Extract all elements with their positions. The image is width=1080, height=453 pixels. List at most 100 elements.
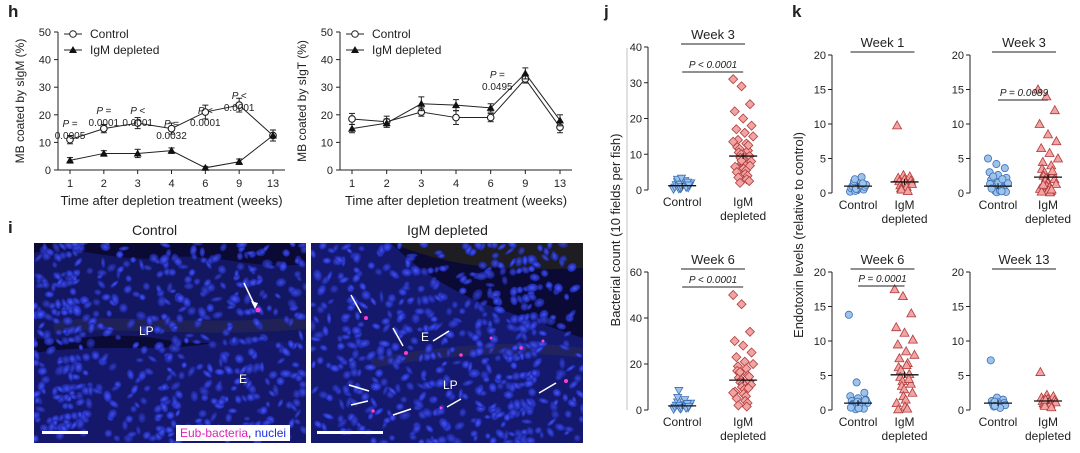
k-week6-point xyxy=(891,397,902,408)
j-week6-point xyxy=(738,340,749,351)
micrograph-control: LP E xyxy=(34,243,306,443)
h-right-point-control xyxy=(348,115,356,123)
k-week13-ytick-label: 10 xyxy=(952,336,964,348)
j-week3-point xyxy=(744,99,756,110)
k-week6-point xyxy=(897,290,909,301)
k-week6-point xyxy=(852,378,861,387)
h-left-xtick-label: 1 xyxy=(67,178,73,190)
h-left-pvalue: P = xyxy=(164,119,179,130)
j-week3-point xyxy=(728,136,739,147)
h-left-point-igm xyxy=(235,157,244,165)
k-week3-point xyxy=(1000,164,1009,173)
k-week3-point xyxy=(1038,179,1049,189)
k-week3-point xyxy=(1052,153,1064,163)
h-left-legend-igm: IgM depleted xyxy=(90,43,159,57)
j-week3-point xyxy=(744,160,756,171)
h-left-point-igm xyxy=(66,156,74,164)
j-week3-ytick-label: 20 xyxy=(630,114,642,126)
k-week6-ytick-label: 5 xyxy=(820,371,826,383)
j-week6-point xyxy=(734,366,746,378)
h-right-legend-marker xyxy=(351,46,359,53)
h-left-xtick-label: 13 xyxy=(267,178,279,190)
k-week1-ytick-label: 15 xyxy=(814,85,826,97)
k-week1-point xyxy=(891,120,903,130)
j-week3-xcat-depleted: depleted xyxy=(720,209,766,223)
label-lp-igm: LP xyxy=(443,378,458,392)
h-right-legend-control: Control xyxy=(372,27,411,41)
h-right-ylabel: MB coated by sIgT (%) xyxy=(295,40,309,162)
k-week3-point xyxy=(1051,135,1062,146)
k-week3-point xyxy=(1034,118,1045,128)
panel-letter-h: h xyxy=(8,2,19,21)
h-left-pvalue: P = xyxy=(63,119,78,130)
k-week13-point xyxy=(986,356,995,365)
j-week6-ytick-label: 0 xyxy=(636,405,642,417)
h-left-xtick-label: 2 xyxy=(101,178,107,190)
j-week6-point xyxy=(672,393,683,403)
k-week13-xcat-depleted: depleted xyxy=(1025,429,1071,443)
h-right-xtick-label: 2 xyxy=(384,178,390,190)
k-week3-point xyxy=(1036,142,1047,153)
j-week3-point xyxy=(676,174,687,184)
legend-nuclei: nuclei xyxy=(254,426,287,440)
k-week13-ytick-label: 0 xyxy=(958,405,964,417)
h-right-ytick-label: 30 xyxy=(321,82,333,94)
h-left-point-igm xyxy=(167,146,176,154)
k-week1-point xyxy=(896,184,907,194)
h-left-point-igm xyxy=(99,149,108,157)
k-week3-point xyxy=(1032,84,1044,94)
k-week3-xcat-control: Control xyxy=(979,198,1018,212)
micrograph-legend: Eub-bacteria, nuclei xyxy=(176,425,291,441)
h-left-legend-marker xyxy=(69,30,77,38)
h-left-pvalue: P < xyxy=(130,106,145,117)
k-week3-title: Week 3 xyxy=(1002,35,1046,50)
h-left-ytick-label: 10 xyxy=(39,137,51,149)
j-week3-ytick-label: 0 xyxy=(636,185,642,197)
j-week3-point xyxy=(736,81,747,92)
k-week6-xcat-igm: IgM xyxy=(895,415,915,429)
j-week3-title: Week 3 xyxy=(691,27,735,42)
label-lp-control: LP xyxy=(139,324,154,338)
k-week3-ytick-label: 20 xyxy=(952,50,964,62)
h-left-point-control xyxy=(133,119,142,127)
h-right-point-control xyxy=(452,113,460,122)
k-week6-point xyxy=(900,346,912,356)
h-left-ylabel: MB coated by sIgM (%) xyxy=(13,39,27,164)
j-week3-point xyxy=(728,74,739,85)
k-week3-point xyxy=(1047,165,1058,175)
k-week1-title: Week 1 xyxy=(861,35,905,50)
j-week6-xcat-igm: IgM xyxy=(733,415,753,429)
h-left-pvalue: 0.0001 xyxy=(122,118,153,129)
k-week3-point xyxy=(989,172,998,181)
h-left-pvalue: P < xyxy=(232,91,247,102)
k-week3-point xyxy=(1046,184,1057,194)
j-week6-point xyxy=(728,387,739,398)
k-week6-point xyxy=(909,349,920,359)
k-week6-ytick-label: 15 xyxy=(814,302,826,314)
k-week6-point xyxy=(901,359,912,370)
h-left-pvalue: 0.0001 xyxy=(89,118,120,129)
h-left-point-igm xyxy=(201,163,210,171)
h-right-point-igm xyxy=(452,101,460,109)
k-week3-point xyxy=(1050,178,1062,188)
k-week13-xcat-igm: IgM xyxy=(1038,415,1058,429)
k-week6-point xyxy=(902,403,913,413)
h-right-ytick-label: 50 xyxy=(321,27,333,39)
j-week6-pvalue: P < 0.0001 xyxy=(689,275,737,286)
k-week3-ytick-label: 0 xyxy=(958,188,964,200)
k-week1-ytick-label: 5 xyxy=(820,154,826,166)
k-week6-point xyxy=(860,388,869,397)
h-left-point-control xyxy=(99,124,108,133)
h-right-point-igm xyxy=(486,103,495,111)
j-week3-ytick-label: 30 xyxy=(630,78,642,90)
k-week13-point xyxy=(1039,400,1051,410)
h-right-ytick-label: 10 xyxy=(321,137,333,149)
h-left-point-control xyxy=(167,124,176,133)
h-left-xtick-label: 6 xyxy=(202,178,208,190)
k-week6-point xyxy=(894,352,905,363)
j-week6-point xyxy=(744,371,755,382)
k-week1-ytick-label: 0 xyxy=(820,188,826,200)
label-e-igm: E xyxy=(421,330,429,344)
h-left-pvalue: P = xyxy=(96,106,111,117)
